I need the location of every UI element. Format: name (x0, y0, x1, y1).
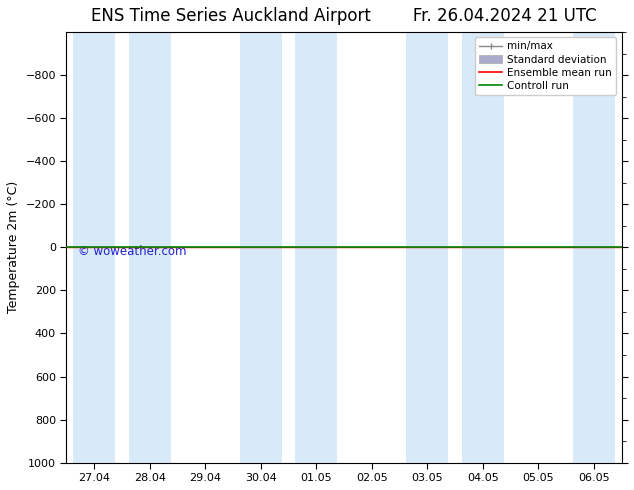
Text: © woweather.com: © woweather.com (77, 245, 186, 258)
Bar (129, 32, 171, 463)
Bar (240, 32, 281, 463)
Title: ENS Time Series Auckland Airport        Fr. 26.04.2024 21 UTC: ENS Time Series Auckland Airport Fr. 26.… (91, 7, 597, 25)
Bar (295, 32, 337, 463)
Bar (462, 32, 504, 463)
Bar (73, 32, 115, 463)
Y-axis label: Temperature 2m (°C): Temperature 2m (°C) (7, 181, 20, 314)
Bar (406, 32, 448, 463)
Bar (573, 32, 615, 463)
Legend: min/max, Standard deviation, Ensemble mean run, Controll run: min/max, Standard deviation, Ensemble me… (475, 37, 616, 95)
